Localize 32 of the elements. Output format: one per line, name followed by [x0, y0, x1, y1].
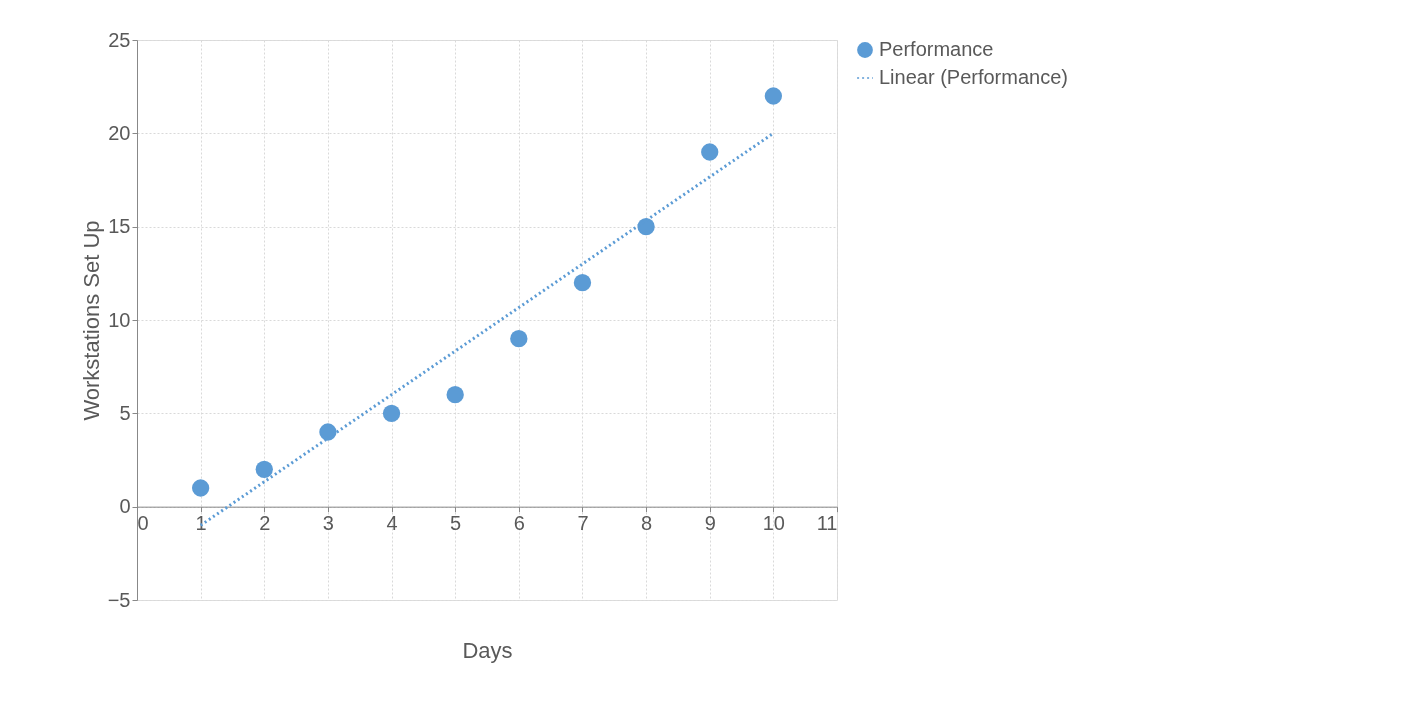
point [764, 87, 783, 105]
x-tick-label: 0 [137, 512, 149, 535]
point [510, 330, 528, 348]
x-tick-label: 9 [704, 512, 716, 535]
y-tick-label: 5 [119, 401, 131, 424]
x-tick-label: 11 [816, 512, 838, 535]
x-tick-label: 10 [762, 512, 785, 535]
point [255, 460, 273, 478]
x-tick-label: 3 [322, 512, 334, 535]
x-tick-label: 7 [577, 512, 589, 535]
x-tick-label: 2 [259, 512, 271, 535]
y-tick-label: 20 [108, 121, 131, 144]
point [319, 423, 337, 441]
point [573, 274, 592, 292]
point [191, 479, 210, 497]
y-tick-label: −5 [107, 588, 131, 611]
point [446, 386, 464, 404]
point [637, 218, 655, 236]
point [382, 404, 401, 422]
y-tick-label: 25 [108, 28, 131, 51]
x-tick-label: 6 [513, 512, 525, 535]
y-tick-label: 15 [108, 215, 131, 238]
x-tick-label: 4 [386, 512, 398, 535]
y-axis-title: Workstations Set Up [78, 220, 104, 421]
y-tick-label: 0 [119, 495, 131, 518]
legend-label: Performance [879, 38, 994, 60]
x-tick-label: 8 [641, 512, 653, 535]
x-axis-title: Days [462, 637, 513, 663]
point [701, 143, 719, 161]
x-tick-label: 5 [450, 512, 462, 535]
legend-label: Linear (Performance) [879, 66, 1068, 88]
y-tick-label: 10 [108, 308, 131, 331]
